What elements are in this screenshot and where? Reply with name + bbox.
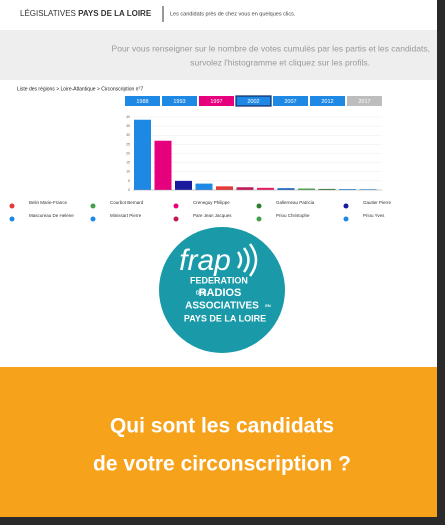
- logo-word: frap: [179, 244, 231, 277]
- legend-dot: [9, 203, 15, 209]
- bar[interactable]: [339, 189, 356, 190]
- year-label: 1997: [210, 99, 222, 105]
- legend-name[interactable]: Creneguy Philippe: [193, 200, 230, 205]
- bar[interactable]: [236, 187, 254, 190]
- legend-name[interactable]: Priou Christophe: [276, 213, 310, 218]
- legend-name[interactable]: Mascureau De Helene: [29, 213, 74, 218]
- logo-line: ASSOCIATIVES: [185, 301, 259, 312]
- legend-dot: [256, 216, 262, 222]
- legend-dot: [90, 216, 96, 222]
- legend-dot: [173, 216, 179, 222]
- logo-line: FEDERATION: [190, 275, 248, 285]
- year-button[interactable]: [235, 95, 272, 107]
- brand: LÉGISLATIVES PAYS DE LA LOIRE: [20, 9, 152, 18]
- logo-waves: [236, 243, 258, 277]
- logo-line: EN: [265, 303, 271, 308]
- legend-name[interactable]: Minissart Pierre: [110, 213, 142, 218]
- intro-line: survolez l'histogramme et cliquez sur le…: [190, 57, 370, 67]
- legend-name[interactable]: Courbot Bernard: [110, 200, 144, 205]
- bar[interactable]: [216, 186, 233, 190]
- legend-name[interactable]: Priou Yves: [363, 213, 385, 218]
- y-tick-label: 20: [126, 151, 130, 155]
- logo-circle: [159, 227, 285, 353]
- bar[interactable]: [318, 188, 336, 190]
- year-button[interactable]: [347, 96, 382, 106]
- brand-bold: PAYS DE LA LOIRE: [78, 9, 152, 18]
- y-tick-label: 10: [126, 170, 130, 174]
- y-tick-label: 25: [126, 142, 130, 146]
- banner-line: de votre circonscription ?: [93, 453, 351, 476]
- bar[interactable]: [195, 183, 213, 190]
- y-tick-label: 5: [128, 179, 130, 183]
- y-tick-label: 40: [126, 115, 130, 119]
- banner: [0, 367, 437, 517]
- logo-line: DES: [196, 290, 207, 296]
- year-button[interactable]: [125, 96, 160, 106]
- legend-dot: [343, 203, 349, 209]
- legend-dot: [343, 216, 349, 222]
- legend-dot: [256, 203, 262, 209]
- year-label: 2007: [284, 99, 296, 105]
- year-label: 2017: [358, 99, 370, 105]
- bar[interactable]: [277, 188, 295, 190]
- tagline: Les candidats près de chez vous en quelq…: [170, 11, 296, 17]
- logo-line: PAYS DE LA LOIRE: [184, 313, 266, 323]
- bar[interactable]: [134, 119, 151, 190]
- year-label: 2002: [247, 99, 259, 105]
- year-button[interactable]: [162, 96, 197, 106]
- y-tick-label: 30: [126, 133, 130, 137]
- legend-name[interactable]: Gallerneau Patricia: [276, 200, 315, 205]
- year-button[interactable]: [273, 96, 308, 106]
- banner-line: Qui sont les candidats: [110, 415, 334, 438]
- legend-dot: [90, 203, 96, 209]
- bar[interactable]: [175, 180, 192, 190]
- year-button[interactable]: [199, 96, 234, 106]
- y-tick-label: 0: [128, 188, 130, 192]
- year-button[interactable]: [310, 96, 345, 106]
- legend-name[interactable]: Pare Jean Jacques: [193, 213, 232, 218]
- intro-band: [0, 30, 437, 80]
- legend-dot: [9, 216, 15, 222]
- brand-light: LÉGISLATIVES: [20, 9, 76, 18]
- breadcrumb: Liste des régions > Loire-Atlantique > C…: [17, 86, 143, 92]
- legend-name[interactable]: Gautier Pierre: [363, 200, 392, 205]
- intro-line: Pour vous renseigner sur le nombre de vo…: [112, 43, 430, 53]
- year-label: 2012: [321, 99, 333, 105]
- logo-line: RADIOS: [199, 287, 242, 299]
- bar[interactable]: [298, 188, 315, 190]
- bar[interactable]: [359, 189, 377, 190]
- y-tick-label: 35: [126, 124, 130, 128]
- legend-name[interactable]: Belin Marie-France: [29, 200, 68, 205]
- y-tick-label: 15: [126, 161, 130, 165]
- bar[interactable]: [257, 187, 274, 190]
- year-label: 1988: [136, 99, 148, 105]
- bar[interactable]: [154, 140, 172, 190]
- legend-dot: [173, 203, 179, 209]
- year-label: 1993: [173, 99, 185, 105]
